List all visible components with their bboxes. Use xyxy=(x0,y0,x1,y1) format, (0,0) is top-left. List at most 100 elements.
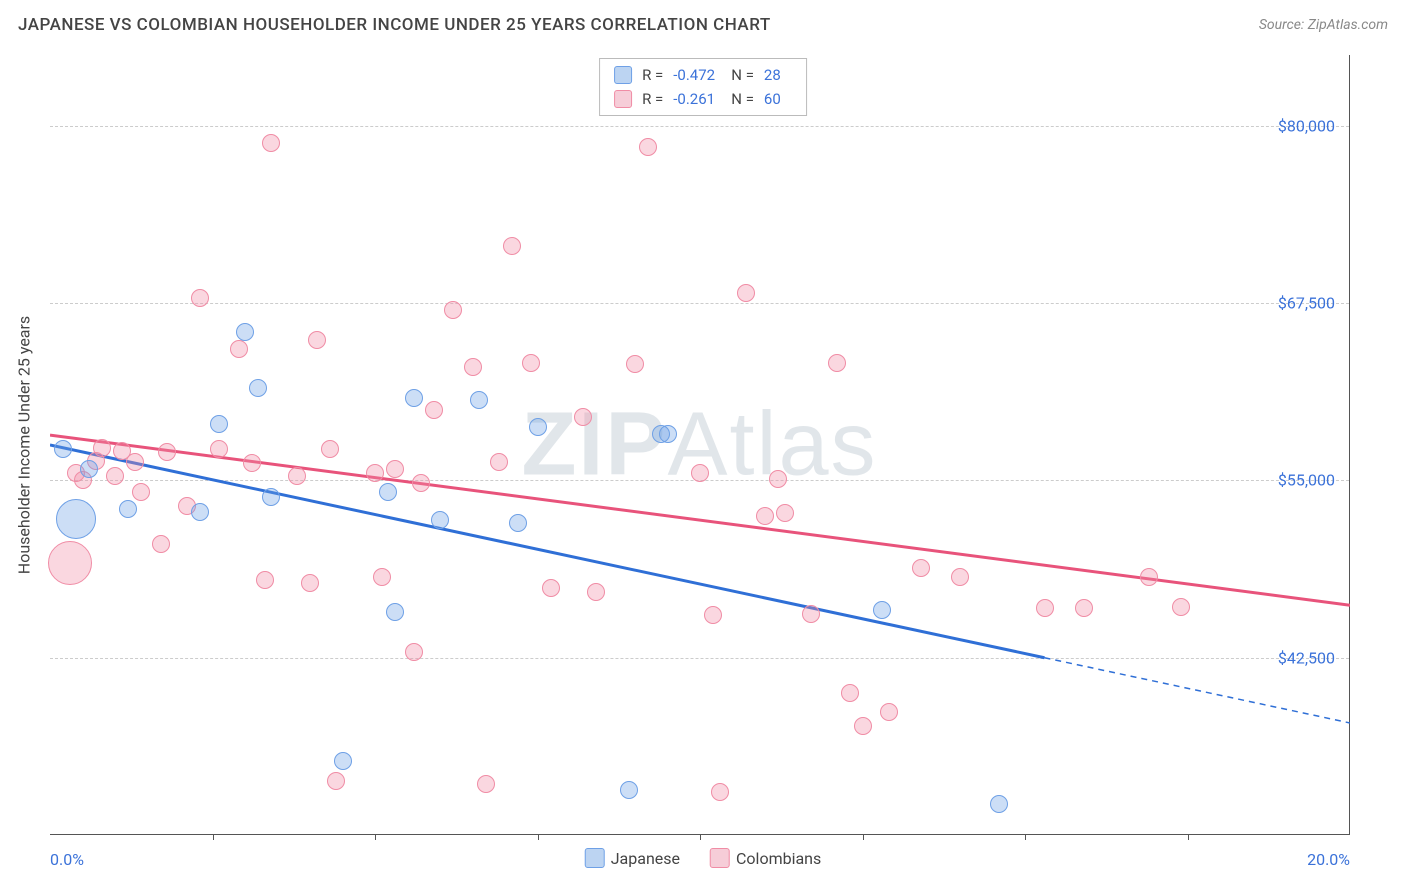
data-point xyxy=(262,488,280,506)
x-tick xyxy=(538,834,539,840)
data-point xyxy=(80,460,98,478)
data-point xyxy=(659,425,677,443)
data-point xyxy=(587,583,605,601)
trend-lines xyxy=(50,55,1350,835)
x-tick xyxy=(213,834,214,840)
data-point xyxy=(48,541,92,585)
legend-row: R = -0.261 N = 60 xyxy=(614,87,792,111)
gridline xyxy=(50,658,1349,659)
legend-item: Japanese xyxy=(585,848,680,868)
data-point xyxy=(854,717,872,735)
data-point xyxy=(704,606,722,624)
data-point xyxy=(308,331,326,349)
data-point xyxy=(379,483,397,501)
data-point xyxy=(828,354,846,372)
legend-swatch xyxy=(614,66,632,84)
data-point xyxy=(386,460,404,478)
data-point xyxy=(737,284,755,302)
data-point xyxy=(639,138,657,156)
x-tick xyxy=(700,834,701,840)
data-point xyxy=(444,301,462,319)
data-point xyxy=(158,443,176,461)
y-axis-title: Householder Income Under 25 years xyxy=(15,316,34,574)
data-point xyxy=(191,289,209,307)
data-point xyxy=(776,504,794,522)
source-attribution: Source: ZipAtlas.com xyxy=(1259,17,1388,33)
data-point xyxy=(230,340,248,358)
data-point xyxy=(990,795,1008,813)
gridline xyxy=(50,126,1349,127)
data-point xyxy=(327,772,345,790)
data-point xyxy=(880,703,898,721)
data-point xyxy=(1172,598,1190,616)
y-tick-label: $42,500 xyxy=(1278,648,1335,667)
data-point xyxy=(620,781,638,799)
plot-area: ZIPAtlas $42,500$55,000$67,500$80,000 xyxy=(50,55,1350,835)
data-point xyxy=(470,391,488,409)
data-point xyxy=(626,355,644,373)
chart-header: JAPANESE VS COLOMBIAN HOUSEHOLDER INCOME… xyxy=(0,0,1406,50)
legend-r-label: R = xyxy=(642,87,663,111)
data-point xyxy=(1140,568,1158,586)
legend-label: Colombians xyxy=(736,849,821,868)
legend-n-label: N = xyxy=(731,87,754,111)
data-point xyxy=(386,603,404,621)
data-point xyxy=(262,134,280,152)
legend-r-value: -0.472 xyxy=(673,63,721,87)
data-point xyxy=(93,439,111,457)
data-point xyxy=(503,237,521,255)
data-point xyxy=(873,601,891,619)
data-point xyxy=(301,574,319,592)
series-legend: Japanese Colombians xyxy=(585,848,822,868)
data-point xyxy=(373,568,391,586)
x-tick xyxy=(1025,834,1026,840)
data-point xyxy=(106,467,124,485)
legend-item: Colombians xyxy=(710,848,821,868)
data-point xyxy=(464,358,482,376)
x-tick xyxy=(863,834,864,840)
data-point xyxy=(509,514,527,532)
data-point xyxy=(769,470,787,488)
data-point xyxy=(256,571,274,589)
data-point xyxy=(691,464,709,482)
data-point xyxy=(542,579,560,597)
data-point xyxy=(405,389,423,407)
data-point xyxy=(288,467,306,485)
data-point xyxy=(574,408,592,426)
data-point xyxy=(412,474,430,492)
data-point xyxy=(119,500,137,518)
gridline xyxy=(50,303,1349,304)
data-point xyxy=(522,354,540,372)
data-point xyxy=(54,440,72,458)
data-point xyxy=(405,643,423,661)
data-point xyxy=(951,568,969,586)
data-point xyxy=(366,464,384,482)
data-point xyxy=(711,783,729,801)
data-point xyxy=(334,752,352,770)
data-point xyxy=(756,507,774,525)
y-tick-label: $55,000 xyxy=(1278,471,1335,490)
data-point xyxy=(249,379,267,397)
data-point xyxy=(236,323,254,341)
x-axis-min-label: 0.0% xyxy=(50,850,84,869)
legend-row: R =-0.472N =28 xyxy=(614,63,792,87)
data-point xyxy=(529,418,547,436)
legend-swatch xyxy=(710,848,730,868)
legend-n-label: N = xyxy=(731,63,754,87)
x-tick xyxy=(1188,834,1189,840)
data-point xyxy=(210,440,228,458)
legend-r-label: R = xyxy=(642,63,663,87)
correlation-legend: R =-0.472N =28R =-0.261N =60 xyxy=(599,58,807,116)
legend-label: Japanese xyxy=(611,849,680,868)
x-axis-max-label: 20.0% xyxy=(1307,850,1350,869)
data-point xyxy=(490,453,508,471)
data-point xyxy=(841,684,859,702)
data-point xyxy=(477,775,495,793)
data-point xyxy=(802,605,820,623)
legend-r-value: -0.261 xyxy=(673,87,721,111)
data-point xyxy=(431,511,449,529)
data-point xyxy=(56,499,96,539)
data-point xyxy=(1036,599,1054,617)
data-point xyxy=(425,401,443,419)
legend-n-value: 60 xyxy=(764,87,792,111)
